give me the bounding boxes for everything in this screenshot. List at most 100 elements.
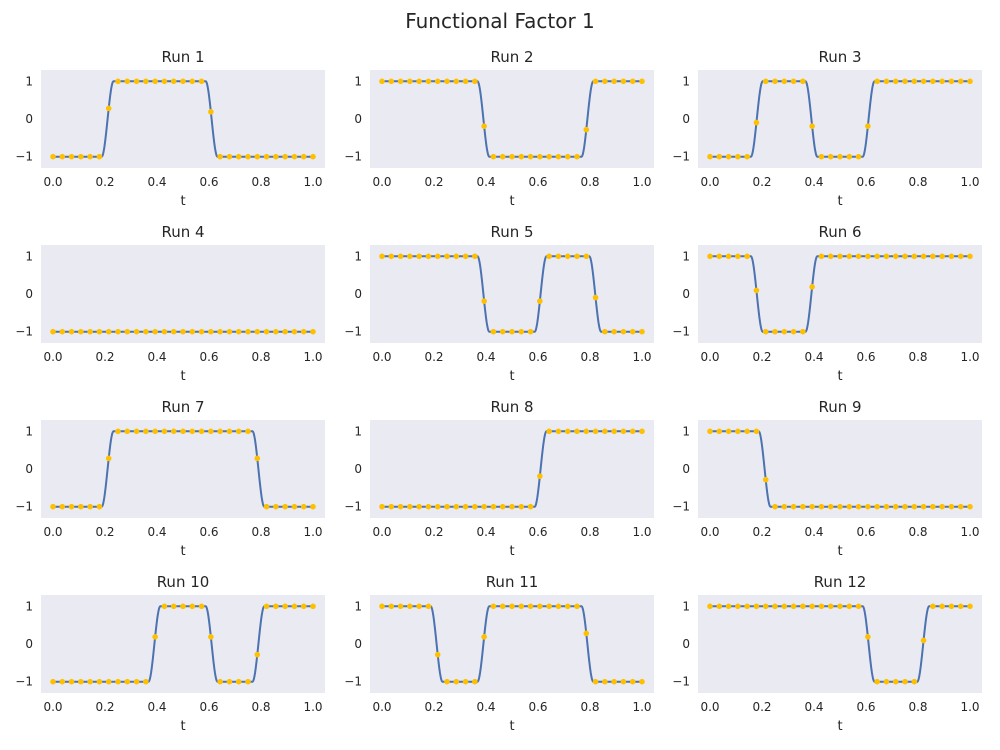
x-tick-label: 1.0 (960, 700, 979, 714)
data-point (462, 678, 469, 685)
data-point (546, 603, 552, 610)
data-point (564, 603, 571, 610)
data-point (161, 78, 168, 85)
data-point (96, 153, 103, 160)
y-tick-label: 1 (682, 424, 690, 438)
data-point (716, 253, 723, 260)
data-point (865, 253, 871, 260)
data-point (50, 153, 56, 160)
x-tick-label: 0.4 (476, 350, 495, 364)
x-tick-label: 0.6 (856, 525, 875, 539)
y-tick-label: −1 (15, 325, 33, 339)
data-point (416, 78, 422, 85)
x-tick-label: 0.8 (580, 175, 599, 189)
x-tick-label: 0.6 (528, 525, 547, 539)
data-point (865, 634, 871, 640)
data-point (481, 634, 487, 640)
data-point (388, 253, 395, 260)
data-point (78, 503, 84, 510)
x-tick-label: 0.8 (908, 175, 927, 189)
data-point (846, 603, 853, 610)
x-tick-label: 0.8 (908, 350, 927, 364)
data-point (388, 78, 395, 85)
data-point (957, 603, 964, 610)
data-point (639, 78, 645, 85)
data-point (152, 634, 158, 640)
subplot-run-7: Run 7 −1 0 1 0.0 0.2 0.4 0.6 0.8 1.0 t (15, 398, 325, 559)
data-point (639, 328, 645, 335)
data-point (781, 603, 788, 610)
data-point (707, 603, 713, 610)
x-axis-label: t (837, 194, 842, 209)
data-point (291, 328, 298, 335)
data-point (735, 153, 741, 160)
data-point (282, 328, 288, 335)
data-point (574, 603, 580, 610)
x-tick-label: 0.2 (424, 525, 443, 539)
data-point (245, 428, 251, 435)
subplot-run-12: Run 12 −1 0 1 0.0 0.2 0.4 0.6 0.8 1.0 t (672, 573, 982, 734)
subplot-title: Run 4 (161, 223, 204, 241)
data-point (453, 78, 460, 85)
data-point (161, 428, 168, 435)
data-point (753, 428, 760, 435)
data-point (874, 253, 880, 260)
data-point (716, 603, 723, 610)
data-point (902, 253, 908, 260)
data-point (273, 328, 279, 335)
data-point (592, 678, 599, 685)
data-point (254, 651, 261, 658)
y-tick-label: −1 (15, 675, 33, 689)
data-point (87, 678, 93, 685)
data-point (967, 503, 973, 510)
data-point (555, 253, 562, 260)
subplot-title: Run 3 (818, 48, 861, 66)
data-point (59, 153, 66, 160)
plot-area (41, 420, 325, 518)
data-point (772, 78, 778, 85)
data-point (735, 603, 741, 610)
data-point (453, 678, 460, 685)
x-tick-label: 0.8 (251, 175, 270, 189)
plot-area (698, 245, 982, 343)
x-tick-label: 0.2 (95, 175, 114, 189)
data-point (87, 153, 93, 160)
data-point (481, 503, 487, 510)
x-tick-label: 1.0 (303, 525, 322, 539)
data-point (753, 287, 760, 294)
data-point (170, 603, 177, 610)
x-tick-label: 0.8 (251, 350, 270, 364)
data-point (930, 78, 936, 85)
data-point (189, 603, 196, 610)
data-point (967, 253, 973, 260)
data-point (291, 153, 298, 160)
data-point (407, 253, 413, 260)
x-tick-label: 0.4 (804, 700, 823, 714)
y-tick-label: −1 (344, 150, 362, 164)
data-point (930, 253, 936, 260)
data-point (143, 678, 149, 685)
data-point (800, 328, 806, 335)
y-tick-label: −1 (672, 325, 690, 339)
data-point (611, 328, 617, 335)
data-point (518, 603, 525, 610)
data-point (462, 253, 469, 260)
data-point (263, 503, 270, 510)
data-point (407, 603, 413, 610)
data-point (444, 503, 450, 510)
y-tick-label: −1 (672, 150, 690, 164)
data-point (855, 503, 862, 510)
data-point (245, 153, 251, 160)
y-tick-label: 1 (25, 424, 33, 438)
data-point (180, 603, 186, 610)
data-point (883, 503, 890, 510)
data-point (948, 603, 955, 610)
data-point (957, 503, 964, 510)
data-point (602, 78, 608, 85)
x-tick-label: 1.0 (632, 350, 651, 364)
data-point (310, 153, 316, 160)
data-point (772, 328, 778, 335)
data-point (379, 253, 385, 260)
x-tick-label: 0.8 (580, 525, 599, 539)
data-point (310, 328, 316, 335)
